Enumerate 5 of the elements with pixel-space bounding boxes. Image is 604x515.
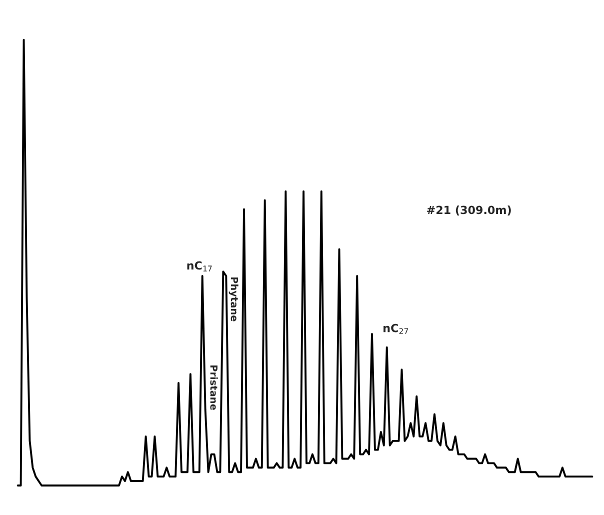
annotation: nC$_{27}$ [384, 324, 408, 334]
annotation: Phytane [228, 277, 238, 322]
annotation: #21 (309.0m) [427, 206, 511, 216]
annotation: Pristane [210, 366, 218, 410]
annotation: nC$_{17}$ [187, 261, 212, 272]
